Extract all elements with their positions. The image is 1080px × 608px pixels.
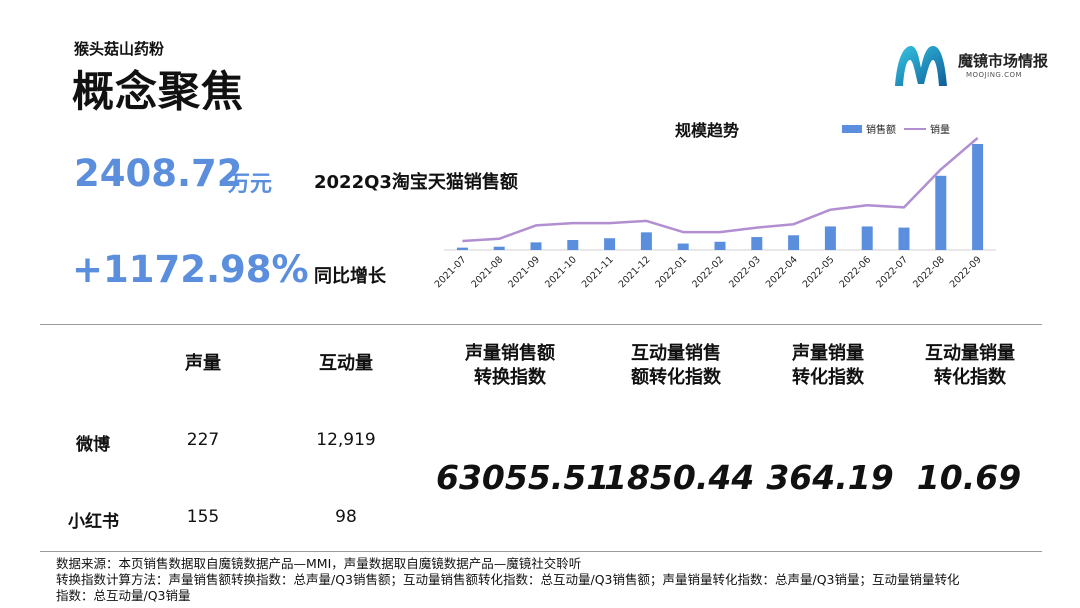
growth-value: +1172.98%: [72, 248, 309, 291]
header-interaction-sales-index: 互动量销售 额转化指数: [631, 343, 721, 388]
index-interaction-sales: 1850.44: [604, 458, 755, 497]
bar-sales-2022-06: [861, 226, 873, 250]
divider-top: [40, 324, 1042, 325]
brand-name: 魔镜市场情报: [958, 52, 1049, 70]
sales-unit: 万元: [228, 172, 273, 197]
divider-bottom: [40, 551, 1042, 552]
row-label-weibo: 微博: [76, 435, 110, 455]
bar-sales-2021-10: [567, 239, 579, 250]
footnote-line-3: 指数：总互动量/Q3销量: [56, 588, 191, 603]
x-tick-label: 2022-01: [653, 254, 689, 290]
x-tick-label: 2022-09: [948, 254, 984, 290]
index-volume-units: 364.19: [766, 458, 894, 497]
x-tick-label: 2022-07: [874, 254, 910, 290]
x-tick-label: 2021-09: [506, 254, 542, 290]
line-units: [462, 137, 979, 243]
header-volume-units-index: 声量销量 转化指数: [792, 343, 864, 388]
x-tick-label: 2021-08: [469, 254, 505, 290]
x-tick-label: 2022-04: [764, 254, 800, 290]
bar-sales-2021-08: [493, 246, 505, 250]
x-tick-label: 2021-11: [580, 254, 616, 290]
weibo-interaction: 12,919: [316, 430, 376, 450]
x-tick-label: 2022-08: [911, 254, 947, 290]
growth-label: 同比增长: [314, 266, 386, 287]
brand-domain: MOOJING.COM: [966, 71, 1023, 79]
header-volume: 声量: [185, 353, 221, 374]
sales-value: 2408.72: [74, 152, 243, 195]
bar-sales-2022-04: [788, 235, 800, 250]
bar-sales-2021-11: [604, 238, 616, 250]
page-title: 概念聚焦: [72, 67, 245, 116]
bar-sales-2022-07: [898, 227, 910, 250]
bar-sales-2022-08: [935, 175, 947, 250]
x-tick-label: 2021-10: [543, 254, 579, 290]
bar-sales-2021-09: [530, 242, 542, 250]
page-subtitle: 猴头菇山药粉: [74, 40, 165, 58]
bar-sales-2021-12: [640, 232, 652, 250]
bar-sales-2022-03: [751, 237, 763, 250]
legend-label-units: 销量: [930, 123, 950, 136]
footnote-line-2: 转换指数计算方法：声量销售额转换指数：总声量/Q3销售额；互动量销售额转化指数：…: [56, 572, 960, 587]
legend-swatch-sales: [842, 125, 862, 133]
x-tick-label: 2021-07: [433, 254, 469, 290]
header-volume-sales-index: 声量销售额 转换指数: [465, 343, 555, 388]
xiaohongshu-interaction: 98: [335, 507, 357, 527]
x-tick-label: 2022-03: [727, 254, 763, 290]
weibo-volume: 227: [186, 430, 220, 450]
x-tick-label: 2022-02: [690, 254, 726, 290]
chart-title: 规模趋势: [675, 121, 739, 140]
row-label-xiaohongshu: 小红书: [68, 512, 119, 532]
bar-sales-2022-01: [677, 243, 689, 250]
x-tick-label: 2021-12: [617, 254, 653, 290]
x-tick-label: 2022-05: [801, 254, 837, 290]
index-interaction-units: 10.69: [916, 458, 1022, 497]
x-tick-label: 2022-06: [837, 254, 873, 290]
bar-sales-2021-07: [456, 247, 468, 250]
brand-logo-icon: [895, 46, 947, 86]
index-volume-sales: 63055.51: [436, 458, 610, 497]
legend-label-sales: 销售额: [866, 123, 896, 136]
header-interaction: 互动量: [319, 353, 373, 374]
xiaohongshu-volume: 155: [186, 507, 220, 527]
bar-sales-2022-05: [824, 226, 836, 250]
bar-sales-2022-02: [714, 241, 726, 250]
footnote-line-1: 数据来源：本页销售数据取自魔镜数据产品—MMI，声量数据取自魔镜数据产品—魔镜社…: [56, 556, 582, 571]
footnote: 数据来源：本页销售数据取自魔镜数据产品—MMI，声量数据取自魔镜数据产品—魔镜社…: [56, 556, 1046, 604]
header-interaction-units-index: 互动量销量 转化指数: [925, 343, 1015, 388]
bar-sales-2022-09: [972, 144, 984, 250]
sales-label: 2022Q3淘宝天猫销售额: [314, 172, 518, 193]
